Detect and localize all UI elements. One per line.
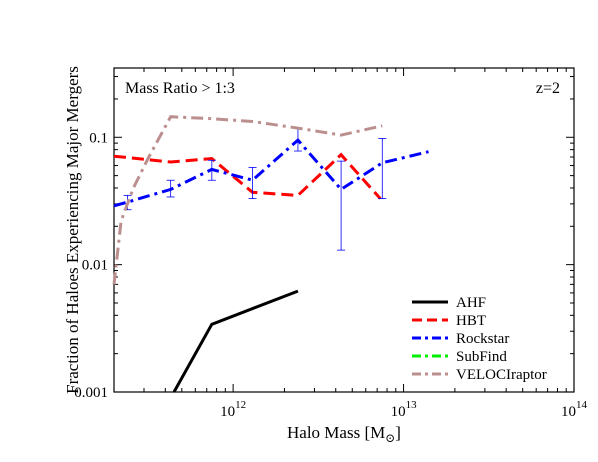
legend-label-rockstar: Rockstar: [456, 331, 509, 347]
legend: AHF HBT Rockstar SubFind VELOCIraptor: [412, 295, 547, 383]
x-tick-label: 1012: [220, 399, 246, 420]
series-line-rockstar: [113, 137, 429, 208]
y-tick-label: 0.01: [82, 258, 108, 274]
x-axis-title-main: Halo Mass [M: [287, 423, 385, 442]
x-tick-label-exp: 13: [406, 399, 418, 411]
y-tick-label: 0.1: [89, 130, 108, 146]
series-line-velociraptor: [112, 115, 383, 285]
y-axis-title: Fraction of Haloes Experiencing Major Me…: [63, 66, 82, 394]
legend-label-hbt: HBT: [456, 313, 486, 329]
annotation-mass-ratio: Mass Ratio > 1:3: [125, 80, 235, 97]
x-tick-label-base: 10: [561, 404, 576, 420]
series-layer: [112, 115, 429, 393]
series-line-ahf: [172, 289, 299, 393]
x-tick-label: 1014: [561, 399, 588, 420]
legend-label-subfind: SubFind: [456, 349, 507, 365]
x-axis-title-sub: ⊙: [385, 431, 395, 445]
x-tick-label-exp: 12: [235, 399, 246, 411]
x-axis-title: Halo Mass [M⊙]: [287, 423, 401, 445]
x-tick-label: 1013: [391, 399, 418, 420]
x-tick-label-base: 10: [391, 404, 406, 420]
x-tick-label-base: 10: [220, 404, 235, 420]
legend-label-velociraptor: VELOCIraptor: [456, 367, 547, 383]
legend-label-ahf: AHF: [456, 295, 486, 311]
x-tick-label-exp: 14: [576, 399, 588, 411]
y-tick-label: 0.001: [74, 385, 108, 401]
x-axis-title-end: ]: [395, 423, 401, 442]
annotation-redshift: z=2: [536, 80, 560, 97]
plot-frame: [113, 67, 575, 393]
